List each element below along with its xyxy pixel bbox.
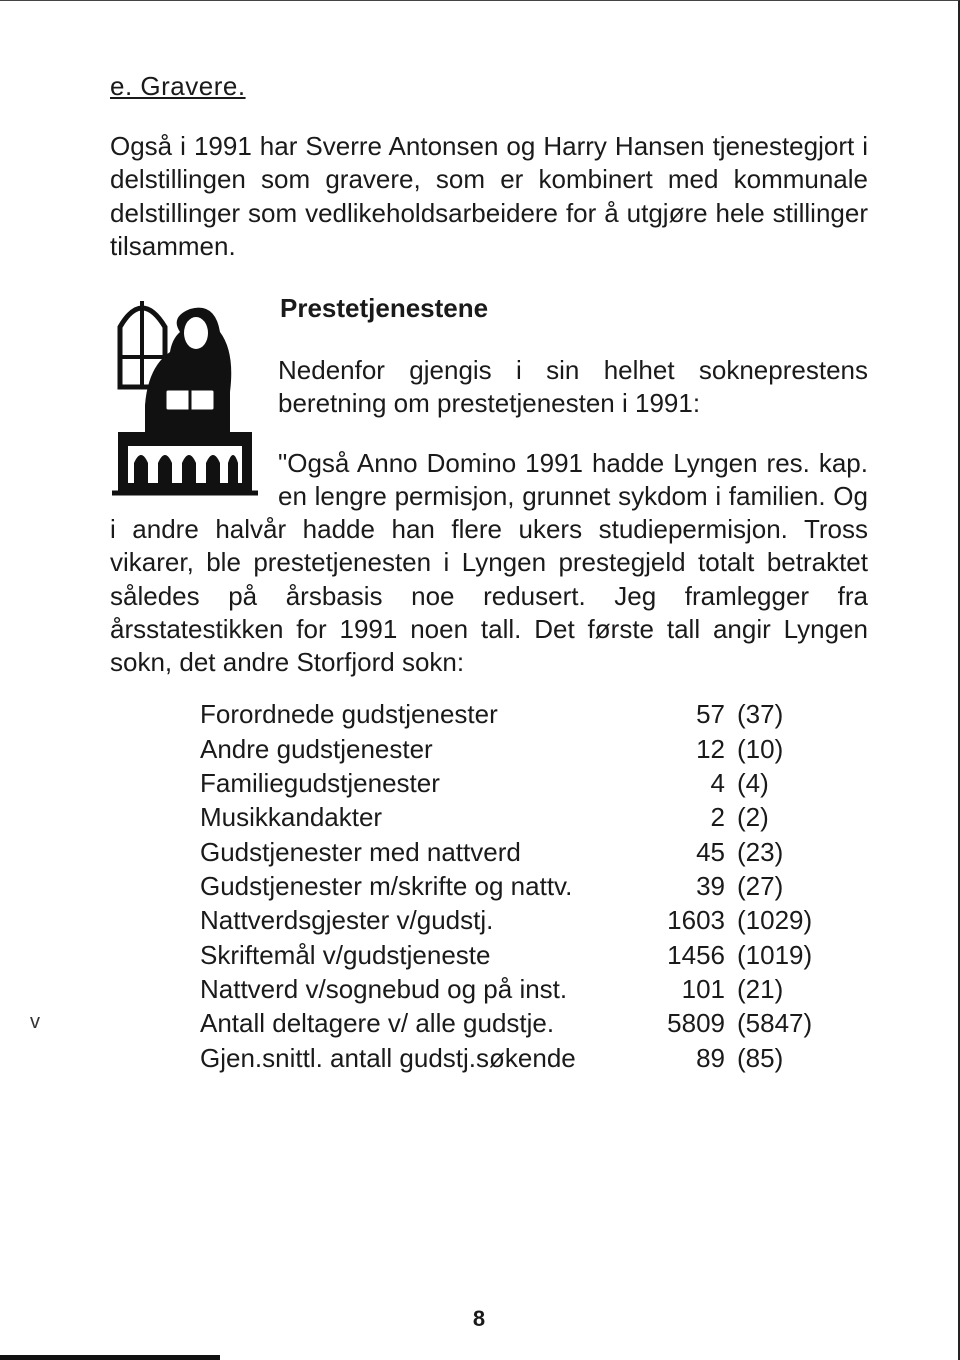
- stat-value-primary: 4: [645, 766, 737, 800]
- stat-value-secondary: (1029): [737, 903, 847, 937]
- page-number: 8: [0, 1306, 958, 1332]
- stat-label: Gjen.snittl. antall gudstj.søkende: [200, 1041, 645, 1075]
- stat-label: Forordnede gudstjenester: [200, 697, 645, 731]
- stat-value-secondary: (2): [737, 800, 847, 834]
- stat-row: Antall deltagere v/ alle gudstje.5809(58…: [200, 1006, 868, 1040]
- stat-row: Nattverd v/sognebud og på inst.101(21): [200, 972, 868, 1006]
- monk-reading-icon: [110, 297, 260, 497]
- stat-value-secondary: (27): [737, 869, 847, 903]
- stat-row: Nattverdsgjester v/gudstj.1603(1029): [200, 903, 868, 937]
- stat-label: Gudstjenester m/skrifte og nattv.: [200, 869, 645, 903]
- stat-value-secondary: (23): [737, 835, 847, 869]
- statistics-table: Forordnede gudstjenester57(37)Andre guds…: [200, 697, 868, 1074]
- stat-label: Nattverdsgjester v/gudstj.: [200, 903, 645, 937]
- stat-value-secondary: (21): [737, 972, 847, 1006]
- stat-value-secondary: (85): [737, 1041, 847, 1075]
- stat-label: Familiegudstjenester: [200, 766, 645, 800]
- margin-mark: v: [30, 1011, 40, 1034]
- stat-value-secondary: (4): [737, 766, 847, 800]
- stat-row: Forordnede gudstjenester57(37): [200, 697, 868, 731]
- stat-row: Andre gudstjenester12(10): [200, 732, 868, 766]
- stat-label: Andre gudstjenester: [200, 732, 645, 766]
- stat-value-primary: 45: [645, 835, 737, 869]
- stat-row: Musikkandakter2(2): [200, 800, 868, 834]
- stat-label: Skriftemål v/gudstjeneste: [200, 938, 645, 972]
- stat-label: Musikkandakter: [200, 800, 645, 834]
- stat-value-primary: 2: [645, 800, 737, 834]
- stat-value-secondary: (5847): [737, 1006, 847, 1040]
- stat-value-secondary: (37): [737, 697, 847, 731]
- stat-value-primary: 12: [645, 732, 737, 766]
- stat-row: Gudstjenester med nattverd45(23): [200, 835, 868, 869]
- stat-row: Gjen.snittl. antall gudstj.søkende89(85): [200, 1041, 868, 1075]
- stat-value-secondary: (1019): [737, 938, 847, 972]
- stat-value-primary: 1603: [645, 903, 737, 937]
- stat-row: Familiegudstjenester4(4): [200, 766, 868, 800]
- sub-heading: Prestetjenestene: [280, 293, 868, 324]
- stat-row: Skriftemål v/gudstjeneste1456(1019): [200, 938, 868, 972]
- icon-and-body-block: Prestetjenestene Nedenfor gjengis i sin …: [110, 293, 868, 679]
- bottom-edge-mark: [0, 1355, 220, 1360]
- intro-paragraph: Også i 1991 har Sverre Antonsen og Harry…: [110, 130, 868, 263]
- stat-label: Gudstjenester med nattverd: [200, 835, 645, 869]
- document-page: e. Gravere. Også i 1991 har Sverre Anton…: [0, 0, 960, 1360]
- stat-value-primary: 57: [645, 697, 737, 731]
- stat-value-primary: 89: [645, 1041, 737, 1075]
- stat-value-primary: 101: [645, 972, 737, 1006]
- stat-value-secondary: (10): [737, 732, 847, 766]
- stat-value-primary: 39: [645, 869, 737, 903]
- section-heading: e. Gravere.: [110, 71, 868, 102]
- stat-label: Nattverd v/sognebud og på inst.: [200, 972, 645, 1006]
- stat-value-primary: 5809: [645, 1006, 737, 1040]
- stat-label: Antall deltagere v/ alle gudstje.: [200, 1006, 645, 1040]
- stat-value-primary: 1456: [645, 938, 737, 972]
- stat-row: Gudstjenester m/skrifte og nattv.39(27): [200, 869, 868, 903]
